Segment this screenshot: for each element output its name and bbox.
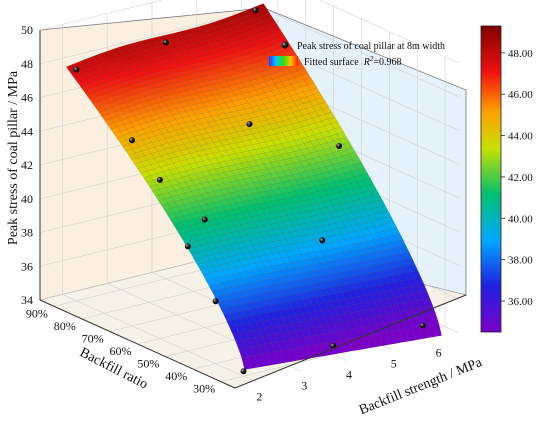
z-tick-label: 46 xyxy=(21,91,33,105)
y-axis-line xyxy=(39,299,236,389)
scatter-point xyxy=(162,39,169,46)
z-tick-label: 44 xyxy=(21,124,33,138)
z-axis-title: Peak stress of coal pillar / MPa xyxy=(6,70,21,245)
y-tick-label: 50% xyxy=(137,357,159,371)
legend-surface-label: Fitted surface R2=0.968 xyxy=(304,55,401,68)
y-tick-label: 70% xyxy=(82,331,104,345)
scatter-point xyxy=(252,7,259,14)
scatter-point xyxy=(330,342,337,349)
y-tick-label: 90% xyxy=(26,306,48,320)
z-tick-labels: 34 36 38 40 42 44 46 48 50 xyxy=(21,23,33,307)
scatter-point xyxy=(212,298,219,305)
colorbar-tick-label: 42.00 xyxy=(508,172,533,184)
scatter-point xyxy=(246,121,253,128)
x-tick-labels: 2 3 4 5 6 xyxy=(256,346,441,404)
y-tick-label: 60% xyxy=(110,344,132,358)
colorbar-tick-label: 48.00 xyxy=(508,48,533,60)
scatter-point xyxy=(240,368,247,375)
scatter-point xyxy=(184,243,191,250)
scatter-point xyxy=(156,176,163,183)
x-axis-title: Backfill strength / MPa xyxy=(357,355,485,418)
y-tick-label: 40% xyxy=(165,369,187,383)
z-tick-label: 40 xyxy=(21,192,33,206)
colorbar-tick-label: 44.00 xyxy=(508,131,533,143)
x-axis-line xyxy=(234,294,467,389)
colorbar-tick-labels: 36.00 38.00 40.00 42.00 44.00 46.00 48.00 xyxy=(501,48,533,308)
legend-scatter-marker xyxy=(281,41,289,49)
x-tick-label: 3 xyxy=(301,379,307,393)
scatter-point xyxy=(201,216,208,223)
scatter-point xyxy=(129,137,135,144)
scatter-point xyxy=(419,322,426,329)
scatter-point xyxy=(319,237,326,244)
colorbar xyxy=(480,25,502,333)
scatter-point xyxy=(336,143,343,149)
scatter-points xyxy=(73,7,426,375)
colorbar-tick-label: 36.00 xyxy=(508,296,533,308)
y-tick-labels: 30% 40% 50% 60% 70% 80% 90% xyxy=(26,306,215,395)
z-tick-label: 50 xyxy=(21,23,33,37)
x-tick-label: 2 xyxy=(256,390,262,404)
z-tick-label: 42 xyxy=(21,158,33,172)
z-tick-label: 38 xyxy=(21,226,33,240)
y-tick-label: 80% xyxy=(54,319,76,333)
legend: Peak stress of coal pillar at 8m width F… xyxy=(269,41,445,68)
scatter-point xyxy=(73,66,80,73)
colorbar-tick-label: 38.00 xyxy=(508,255,533,267)
x-tick-label: 4 xyxy=(346,368,352,382)
legend-scatter-label: Peak stress of coal pillar at 8m width xyxy=(297,41,445,52)
x-tick-label: 6 xyxy=(436,346,442,360)
z-tick-label: 34 xyxy=(21,293,33,307)
z-tick-label: 48 xyxy=(21,57,33,71)
fitted-surface xyxy=(66,3,442,370)
colorbar-tick-label: 46.00 xyxy=(508,89,533,101)
z-tick-label: 36 xyxy=(21,259,33,273)
legend-surface-swatch xyxy=(269,56,298,66)
x-tick-label: 5 xyxy=(391,357,397,371)
y-tick-label: 30% xyxy=(193,382,215,396)
colorbar-tick-label: 40.00 xyxy=(508,213,533,225)
